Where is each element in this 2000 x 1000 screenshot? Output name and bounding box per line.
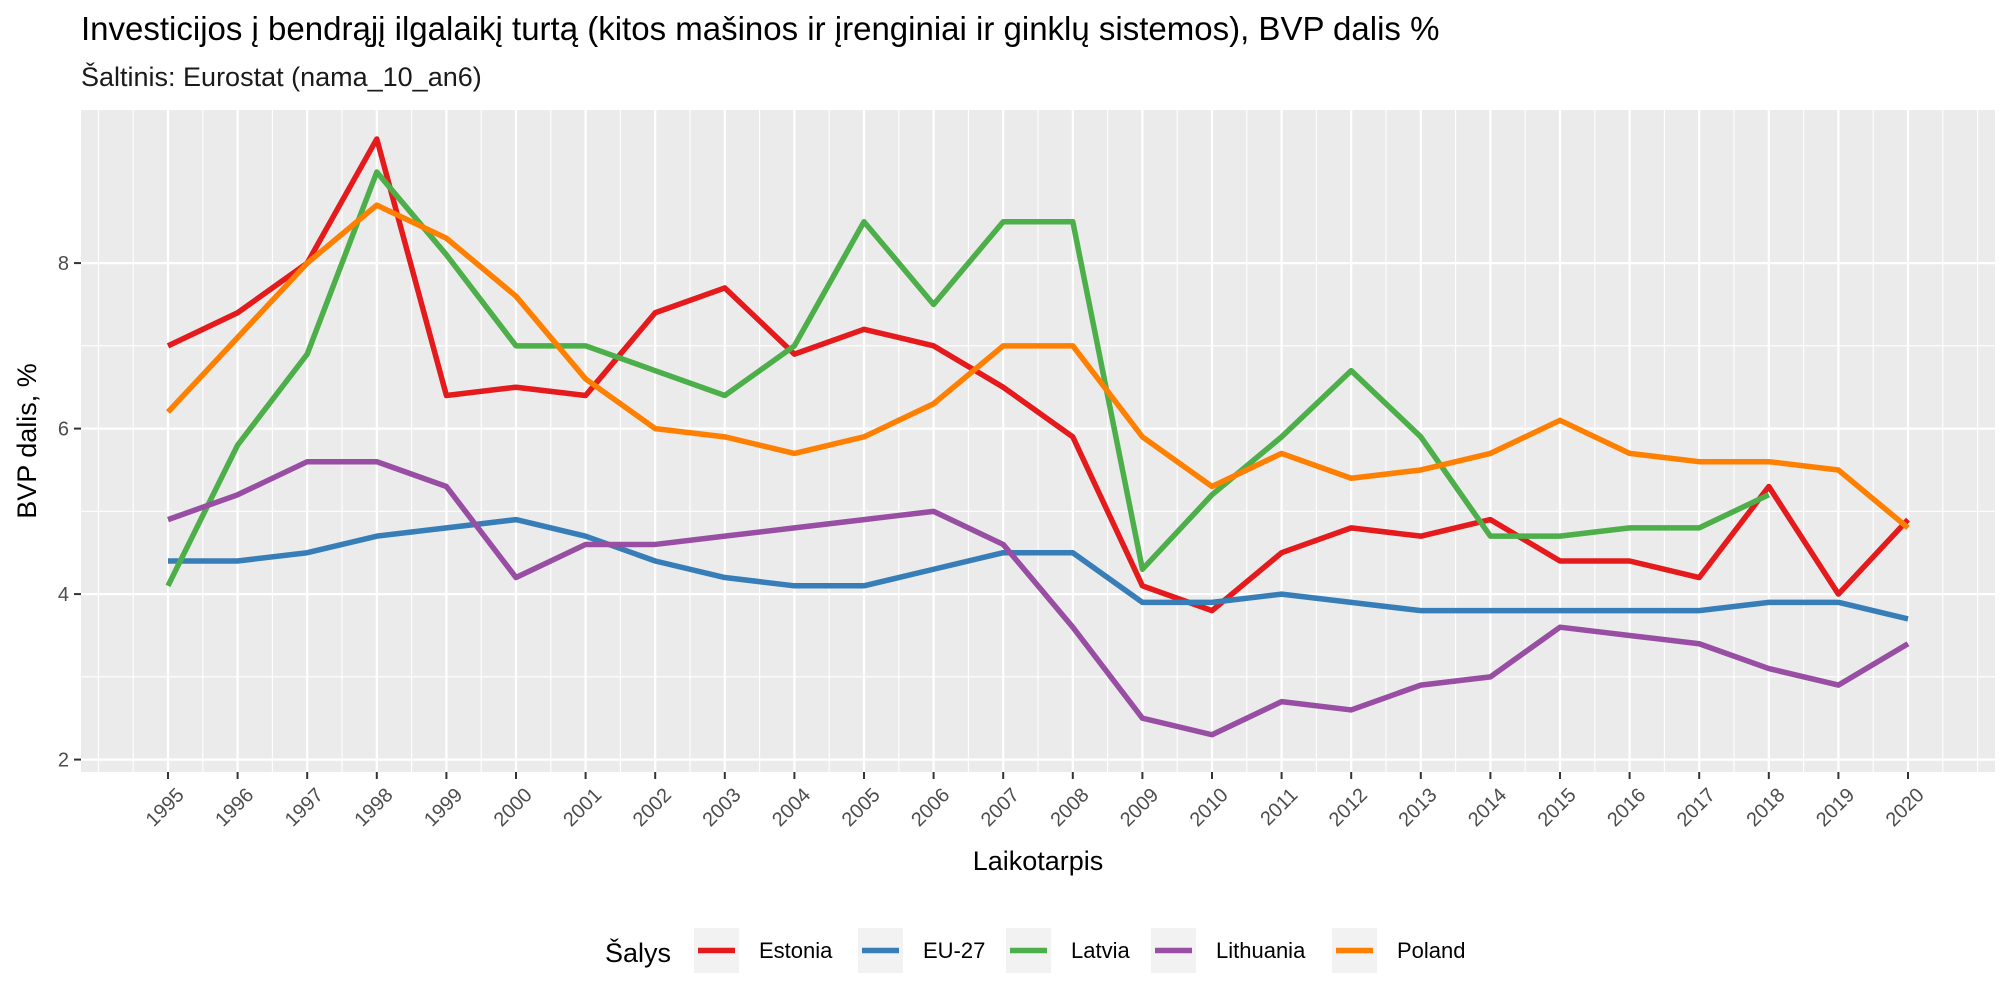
legend: Šalys Estonia EU-27 Latvia Lithuania Poland xyxy=(605,928,1466,973)
x-tick-label: 2005 xyxy=(838,784,885,831)
x-tick-label: 2006 xyxy=(907,784,954,831)
y-tick-label: 6 xyxy=(58,419,69,441)
x-tick-label: 2010 xyxy=(1186,784,1233,831)
legend-label-eu-27: EU-27 xyxy=(923,938,985,963)
x-tick-label: 1995 xyxy=(142,784,189,831)
series-line-lithuania xyxy=(167,458,1910,738)
x-tick-label: 2003 xyxy=(698,784,745,831)
chart-subtitle: Šaltinis: Eurostat (nama_10_an6) xyxy=(81,61,482,92)
x-tick-label: 2016 xyxy=(1603,784,1650,831)
x-tick-label: 2000 xyxy=(490,784,537,831)
y-axis: 2 4 6 8 xyxy=(58,253,81,772)
x-tick-label: 2004 xyxy=(768,784,815,831)
x-tick-label: 2007 xyxy=(977,784,1024,831)
y-axis-title: BVP dalis, % xyxy=(12,363,42,519)
x-tick-label: 2002 xyxy=(629,784,676,831)
series-lines xyxy=(165,136,1911,738)
series-line-poland xyxy=(165,202,1910,531)
x-tick-label: 2012 xyxy=(1325,784,1372,831)
y-tick-label: 4 xyxy=(58,584,69,606)
x-tick-label: 1997 xyxy=(281,784,328,831)
grid-major xyxy=(81,110,1995,772)
y-tick-label: 8 xyxy=(58,253,69,275)
x-tick-label: 2019 xyxy=(1812,784,1859,831)
legend-label-estonia: Estonia xyxy=(759,938,833,963)
y-tick-label: 2 xyxy=(58,750,69,772)
x-axis: 1995 1996 1997 1998 1999 2000 2001 2002 2003 2004… xyxy=(142,772,1929,831)
x-axis-title: Laikotarpis xyxy=(973,846,1104,876)
x-tick-label: 2013 xyxy=(1394,784,1441,831)
chart-title: Investicijos į bendrąjį ilgalaikį turtą … xyxy=(81,10,1439,47)
series-line-latvia xyxy=(165,169,1770,588)
x-tick-label: 1998 xyxy=(350,784,397,831)
x-tick-label: 2020 xyxy=(1882,784,1929,831)
x-tick-label: 2014 xyxy=(1464,784,1511,831)
x-tick-label: 2011 xyxy=(1256,784,1302,830)
legend-title: Šalys xyxy=(605,937,671,968)
x-tick-label: 1999 xyxy=(420,784,467,831)
legend-label-latvia: Latvia xyxy=(1071,938,1130,963)
x-tick-label: 2015 xyxy=(1534,784,1581,831)
x-tick-label: 2009 xyxy=(1116,784,1163,831)
x-tick-label: 2017 xyxy=(1673,784,1720,831)
series-line-eu-27 xyxy=(168,516,1909,622)
x-tick-label: 2018 xyxy=(1742,784,1789,831)
x-tick-label: 2001 xyxy=(559,784,606,831)
x-tick-label: 2008 xyxy=(1046,784,1093,831)
x-tick-label: 1996 xyxy=(211,784,258,831)
series-line-estonia xyxy=(166,136,1911,614)
legend-label-lithuania: Lithuania xyxy=(1216,938,1306,963)
legend-label-poland: Poland xyxy=(1397,938,1466,963)
